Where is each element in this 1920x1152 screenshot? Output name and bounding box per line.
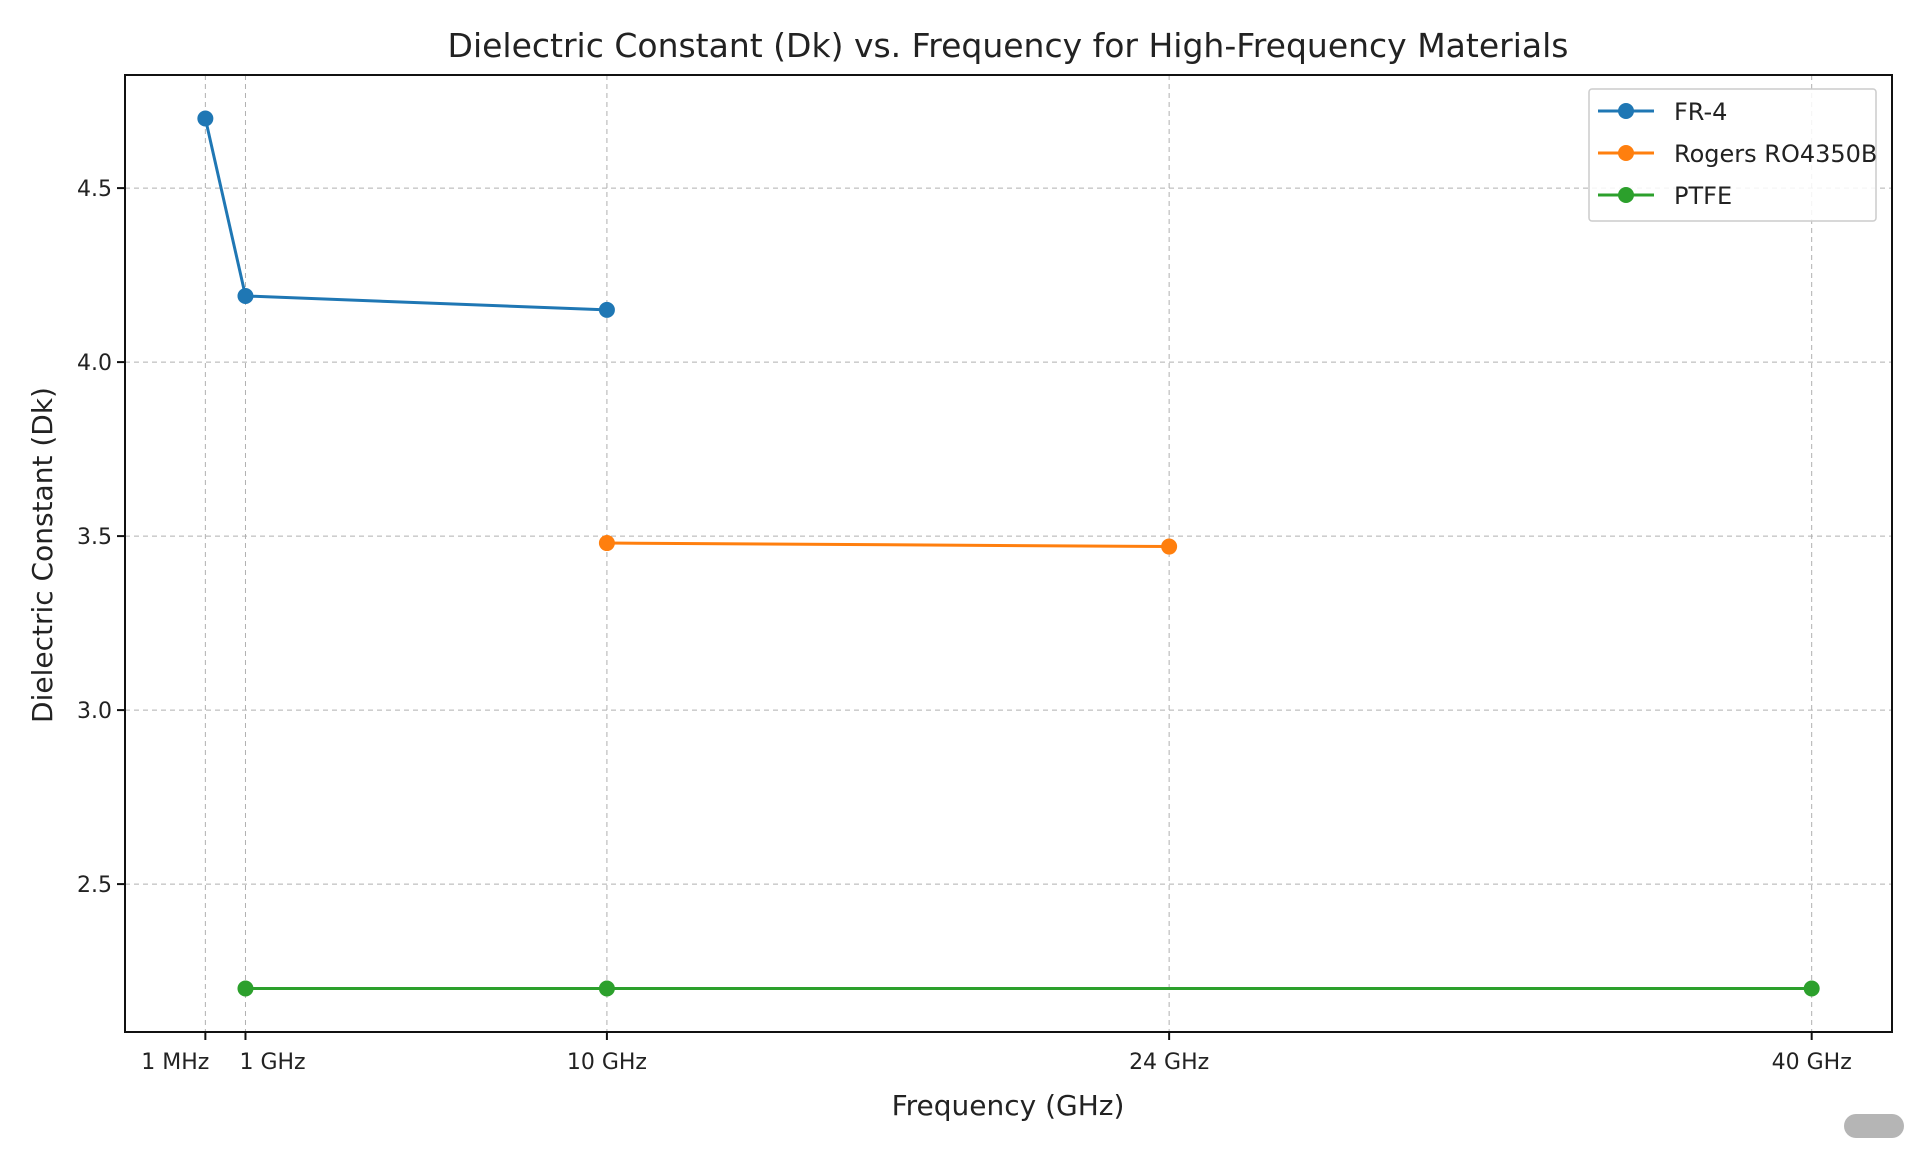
x-tick-label: 24 GHz [1129, 1050, 1209, 1075]
data-point-fr-4 [598, 301, 615, 318]
legend-marker [1618, 187, 1634, 203]
data-point-fr-4 [237, 287, 254, 304]
x-tick-label: 40 GHz [1772, 1050, 1852, 1075]
data-point-ptfe [598, 980, 615, 997]
x-tick-label: 1 MHz [141, 1050, 209, 1075]
x-axis-label: Frequency (GHz) [892, 1089, 1125, 1122]
watermark-badge [1844, 1114, 1904, 1138]
data-point-rogers-ro4350b [1161, 538, 1178, 555]
plot-frame [124, 74, 1893, 1033]
legend-label: Rogers RO4350B [1674, 140, 1877, 168]
series-line-rogers-ro4350b [606, 541, 1170, 549]
legend-box [1588, 88, 1877, 222]
x-tick-label: 1 GHz [239, 1050, 305, 1075]
legend: FR-4 Rogers RO4350B PTFE [1588, 88, 1877, 222]
chart-title: Dielectric Constant (Dk) vs. Frequency f… [448, 26, 1569, 65]
y-axis-label: Dielectric Constant (Dk) [26, 387, 59, 723]
series-line-fr-4 [203, 118, 607, 312]
y-tick-label: 3.5 [77, 525, 112, 550]
y-tick-label: 4.5 [77, 177, 112, 202]
y-tick-label: 2.5 [77, 873, 112, 898]
legend-label: FR-4 [1674, 98, 1727, 126]
y-tick-label: 3.0 [77, 699, 112, 724]
y-tick-label: 4.0 [77, 351, 112, 376]
legend-marker [1618, 145, 1634, 161]
x-tick-label: 10 GHz [567, 1050, 647, 1075]
y-axis: 2.5 3.0 3.5 4.0 4.5 [77, 177, 125, 898]
series-layer [197, 110, 1820, 997]
data-point-fr-4 [197, 110, 214, 127]
x-axis: 1 MHz 1 GHz 10 GHz 24 GHz 40 GHz [141, 1032, 1852, 1075]
legend-label: PTFE [1674, 182, 1732, 210]
data-point-rogers-ro4350b [598, 535, 615, 552]
data-point-ptfe [1803, 980, 1820, 997]
data-point-ptfe [237, 980, 254, 997]
legend-marker [1618, 103, 1634, 119]
